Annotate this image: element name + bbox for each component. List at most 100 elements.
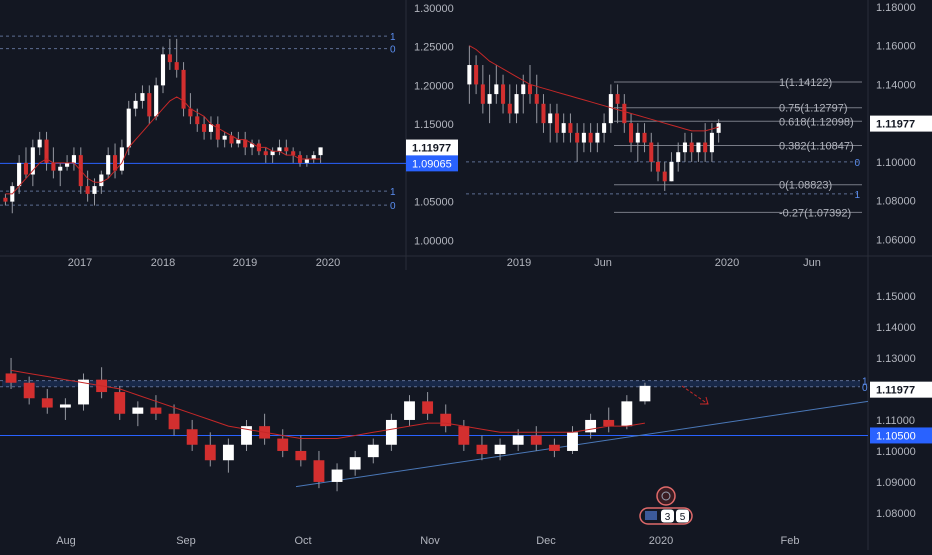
candle-body[interactable] — [635, 132, 640, 143]
candle-body[interactable] — [277, 147, 282, 152]
candle-body[interactable] — [85, 186, 90, 194]
candle-body[interactable] — [154, 85, 159, 117]
candle-body[interactable] — [655, 161, 661, 172]
candle-body[interactable] — [114, 392, 126, 414]
candle-body[interactable] — [181, 69, 186, 109]
candle-body[interactable] — [561, 123, 566, 133]
candle-body[interactable] — [126, 108, 131, 148]
candle-body[interactable] — [168, 413, 180, 430]
candle-body[interactable] — [17, 162, 22, 187]
hourly-panel[interactable]: 1.150001.140001.130001.120001.110001.100… — [0, 291, 932, 547]
candle-body[interactable] — [548, 113, 553, 124]
candle-body[interactable] — [581, 132, 586, 143]
candle-body[interactable] — [59, 404, 71, 408]
candle-body[interactable] — [521, 84, 526, 95]
candle-body[interactable] — [554, 113, 559, 133]
candle-body[interactable] — [147, 93, 152, 117]
candle-body[interactable] — [119, 147, 124, 171]
candle-body[interactable] — [512, 435, 524, 445]
candle-body[interactable] — [58, 166, 63, 171]
candle-body[interactable] — [422, 401, 434, 414]
candle-body[interactable] — [222, 444, 234, 461]
candle-body[interactable] — [186, 429, 198, 445]
daily-panel[interactable]: 1.180001.160001.140001.120001.100001.080… — [466, 2, 932, 269]
candle-body[interactable] — [629, 123, 634, 143]
candle-body[interactable] — [534, 94, 539, 104]
candle-body[interactable] — [501, 84, 506, 104]
candle-body[interactable] — [241, 426, 252, 445]
candle-body[interactable] — [311, 155, 316, 159]
candle-body[interactable] — [133, 100, 138, 109]
candle-body[interactable] — [222, 135, 227, 140]
candle-body[interactable] — [51, 162, 56, 171]
candle-body[interactable] — [476, 444, 488, 455]
candle-body[interactable] — [23, 162, 29, 175]
candle-body[interactable] — [174, 62, 179, 70]
candle-body[interactable] — [507, 103, 512, 114]
candle-body[interactable] — [530, 435, 542, 445]
candle-body[interactable] — [208, 124, 214, 132]
candle-body[interactable] — [649, 142, 654, 162]
candle-body[interactable] — [37, 139, 42, 148]
candle-body[interactable] — [716, 123, 721, 133]
candle-body[interactable] — [313, 460, 325, 482]
candle-body[interactable] — [588, 132, 593, 143]
candle-body[interactable] — [689, 142, 694, 153]
candle-body[interactable] — [150, 407, 162, 414]
candle-body[interactable] — [270, 151, 275, 156]
economic-event-badge[interactable]: 3 5 — [639, 486, 693, 525]
candle-body[interactable] — [188, 108, 193, 117]
candle-body[interactable] — [167, 54, 172, 63]
candle-body[interactable] — [44, 139, 49, 163]
candle-body[interactable] — [703, 142, 708, 153]
candle-body[interactable] — [250, 143, 255, 148]
candle-body[interactable] — [78, 379, 89, 405]
candle-body[interactable] — [480, 84, 485, 104]
candle-body[interactable] — [99, 174, 104, 187]
candle-body[interactable] — [41, 398, 53, 408]
candle-body[interactable] — [487, 94, 492, 104]
candle-body[interactable] — [65, 162, 70, 167]
candle-body[interactable] — [204, 444, 216, 461]
candle-body[interactable] — [331, 469, 343, 482]
candle-body[interactable] — [112, 155, 118, 171]
candle-body[interactable] — [527, 84, 533, 95]
candle-body[interactable] — [676, 152, 681, 162]
candle-body[interactable] — [30, 147, 35, 175]
candle-body[interactable] — [263, 151, 268, 156]
candle-body[interactable] — [595, 132, 600, 143]
candle-body[interactable] — [243, 139, 248, 148]
candle-body[interactable] — [195, 116, 200, 125]
candle-body[interactable] — [709, 132, 714, 153]
candle-body[interactable] — [494, 84, 499, 95]
candle-body[interactable] — [608, 94, 613, 124]
candle-body[interactable] — [642, 132, 647, 143]
candle-body[interactable] — [669, 161, 674, 182]
candle-body[interactable] — [494, 444, 506, 455]
candle-body[interactable] — [295, 450, 307, 461]
candle-body[interactable] — [639, 385, 651, 402]
candle-body[interactable] — [567, 432, 578, 451]
candle-body[interactable] — [215, 124, 220, 140]
candle-body[interactable] — [682, 142, 687, 153]
candle-body[interactable] — [92, 186, 97, 194]
candle-body[interactable] — [467, 65, 472, 85]
candle-body[interactable] — [140, 93, 145, 101]
candle-body[interactable] — [5, 373, 17, 383]
candle-body[interactable] — [277, 438, 289, 451]
weekly-panel[interactable]: 1.300001.250001.200001.150001.100001.050… — [0, 3, 458, 269]
candle-body[interactable] — [615, 94, 620, 104]
candle-body[interactable] — [548, 444, 560, 451]
candle-body[interactable] — [367, 444, 379, 458]
candle-body[interactable] — [440, 413, 452, 427]
candle-body[interactable] — [404, 401, 415, 420]
event-globe-icon[interactable] — [656, 486, 676, 506]
candle-body[interactable] — [585, 419, 597, 433]
candle-body[interactable] — [603, 419, 615, 427]
candle-body[interactable] — [304, 159, 309, 163]
candle-body[interactable] — [541, 103, 546, 124]
candle-body[interactable] — [236, 139, 241, 144]
candle-body[interactable] — [202, 124, 207, 132]
